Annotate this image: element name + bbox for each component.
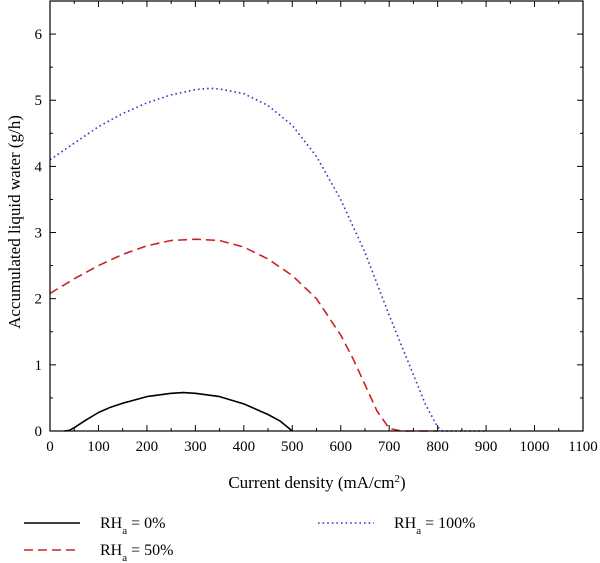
x-tick-label: 400 — [233, 439, 256, 455]
x-tick-label: 200 — [136, 439, 159, 455]
y-tick-label: 1 — [35, 358, 43, 374]
x-axis-label: Current density (mA/cm2) — [228, 473, 405, 492]
x-tick-label: 500 — [281, 439, 304, 455]
legend-label-1: RHa = 50% — [100, 542, 173, 563]
y-tick-label: 4 — [35, 159, 43, 175]
series-line-0 — [64, 391, 293, 432]
y-tick-label: 5 — [35, 93, 43, 109]
x-tick-label: 700 — [378, 439, 401, 455]
plot-frame — [49, 0, 584, 432]
x-tick-label: 0 — [46, 439, 54, 455]
x-tick-label: 800 — [426, 439, 449, 455]
series-line-1 — [49, 238, 438, 432]
y-axis-label-group: Accumulated liquid water (g/h) — [5, 115, 24, 329]
legend-label-2: RHa = 100% — [394, 515, 475, 537]
plot-area: 0 100 200 300 400 500 600 700 800 900 1000 1100 0 1 2 3… — [35, 0, 598, 455]
x-tick-label: 1100 — [568, 439, 597, 455]
y-tick-label: 3 — [35, 226, 43, 242]
x-tick-label: 600 — [329, 439, 352, 455]
y-tick-label: 2 — [35, 292, 43, 308]
series-line-2 — [49, 87, 487, 432]
y-axis-label: Accumulated liquid water (g/h) — [5, 115, 24, 329]
x-tick-label: 100 — [87, 439, 110, 455]
legend: RHa = 0% RHa = 50% RHa = 100% — [24, 515, 475, 563]
y-tick-label: 6 — [35, 27, 43, 43]
y-tick-label: 0 — [35, 424, 43, 440]
legend-label-0: RHa = 0% — [100, 515, 165, 537]
x-tick-label: 900 — [475, 439, 498, 455]
x-tick-label: 1000 — [520, 439, 550, 455]
x-tick-label: 300 — [184, 439, 207, 455]
